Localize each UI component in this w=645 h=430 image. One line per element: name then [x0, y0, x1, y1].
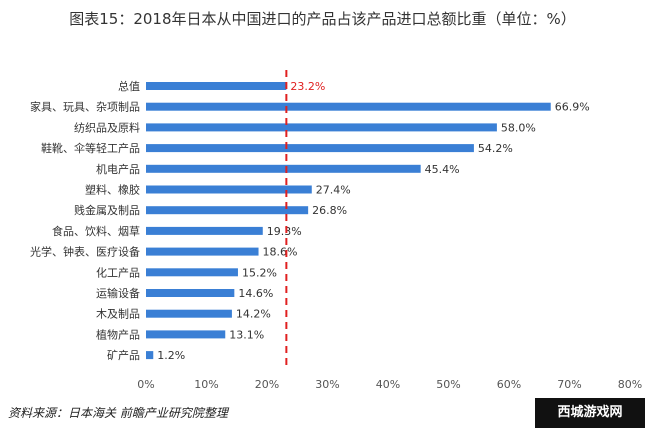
category-label: 矿产品 [107, 348, 140, 362]
data-label: 14.6% [238, 287, 273, 300]
data-label: 54.2% [478, 142, 513, 155]
bar [146, 226, 263, 235]
category-label: 食品、饮料、烟草 [52, 224, 140, 238]
bar [146, 289, 235, 297]
data-label: 58.0% [501, 121, 536, 134]
x-tick-label: 40% [376, 378, 400, 391]
category-label: 纺织品及原料 [74, 120, 140, 134]
data-label: 19.3% [267, 225, 302, 238]
chart-title: 图表15：2018年日本从中国进口的产品占该产品进口总额比重（单位：%） [69, 10, 576, 28]
x-tick-label: 10% [194, 378, 218, 391]
data-label: 26.8% [312, 204, 347, 217]
x-tick-label: 60% [497, 378, 521, 391]
data-label: 18.6% [263, 246, 298, 259]
data-label: 1.2% [157, 349, 185, 362]
x-tick-label: 70% [557, 378, 581, 391]
bar [146, 144, 474, 153]
data-label: 45.4% [425, 163, 460, 176]
bar [146, 82, 287, 90]
category-label: 鞋靴、伞等轻工产品 [41, 141, 140, 155]
x-tick-label: 20% [255, 378, 279, 391]
x-tick-label: 50% [436, 378, 460, 391]
category-label: 木及制品 [96, 308, 140, 321]
data-label: 13.1% [229, 328, 264, 341]
category-label: 运输设备 [96, 286, 140, 300]
bar [146, 309, 232, 318]
source-note: 资料来源：日本海关 前瞻产业研究院整理 [8, 406, 228, 420]
bar [146, 247, 259, 256]
bar [146, 185, 312, 194]
bar [146, 164, 421, 173]
data-label: 15.2% [242, 266, 277, 279]
x-tick-label: 0% [137, 378, 154, 391]
category-label: 机电产品 [96, 162, 140, 176]
category-label: 贱金属及制品 [74, 203, 140, 217]
category-label: 光学、钟表、医疗设备 [30, 245, 140, 259]
category-label: 植物产品 [96, 327, 140, 341]
category-label: 化工产品 [96, 265, 140, 279]
x-tick-label: 30% [315, 378, 339, 391]
bar [146, 102, 551, 111]
bar [146, 123, 497, 132]
bar [146, 206, 309, 215]
data-label: 66.9% [555, 101, 590, 114]
bar [146, 330, 226, 339]
data-label: 27.4% [316, 184, 351, 197]
watermark-logo: 西城游戏网 [535, 398, 645, 428]
bar [146, 351, 154, 360]
x-tick-label: 80% [618, 378, 642, 391]
category-label: 塑料、橡胶 [85, 183, 140, 197]
category-label: 总值 [118, 79, 140, 93]
data-label: 23.2% [290, 80, 325, 93]
data-label: 14.2% [236, 308, 271, 321]
category-label: 家具、玩具、杂项制品 [30, 100, 140, 114]
bar [146, 268, 238, 277]
